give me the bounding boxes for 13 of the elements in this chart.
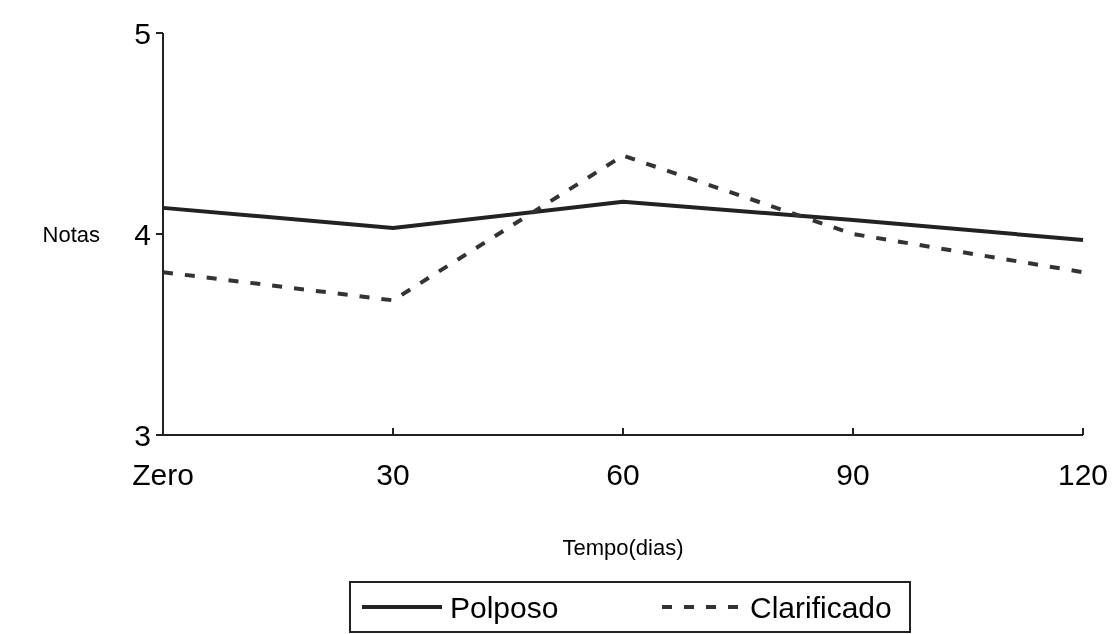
x-axis-title: Tempo(dias) [562,535,684,560]
x-tick-label: 30 [376,458,410,491]
y-axis-title: Notas [42,221,100,247]
x-tick-label: 90 [836,458,870,491]
legend-label: Polposo [450,590,559,624]
y-tick-label: 4 [134,217,151,251]
y-tick-label: 5 [134,16,151,50]
x-tick-label: Zero [132,458,194,491]
legend-label: Clarificado [750,590,892,624]
line-series [161,153,1085,303]
y-tick-label: 3 [134,418,151,452]
x-tick-label: 60 [606,458,640,491]
x-tick-label: 120 [1057,458,1109,491]
